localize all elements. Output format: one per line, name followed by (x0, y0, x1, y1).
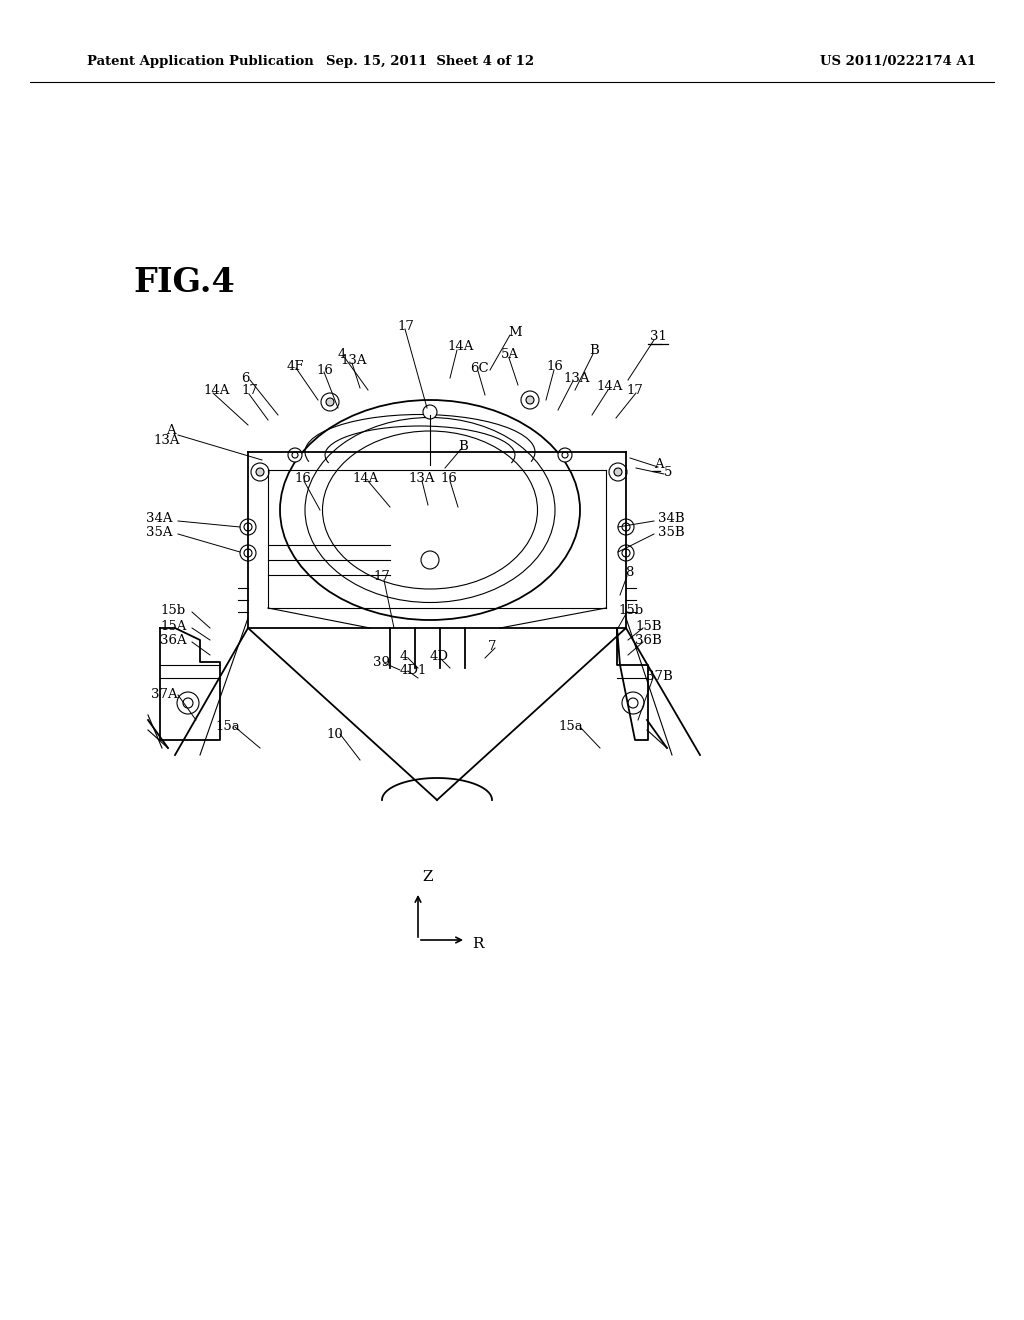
Text: 13A: 13A (153, 433, 179, 446)
Text: B: B (458, 440, 468, 453)
Text: 15a: 15a (558, 719, 583, 733)
Text: B: B (589, 345, 599, 358)
Text: 16: 16 (440, 473, 457, 486)
Text: FIG.4: FIG.4 (133, 265, 234, 298)
Text: 15a: 15a (215, 719, 240, 733)
Circle shape (256, 469, 264, 477)
Circle shape (177, 692, 199, 714)
Text: A: A (166, 425, 176, 437)
Text: 34B: 34B (658, 512, 685, 525)
Text: 16: 16 (294, 473, 311, 486)
Text: A: A (654, 458, 664, 470)
Text: R: R (472, 937, 483, 950)
Circle shape (618, 545, 634, 561)
Circle shape (326, 399, 334, 407)
Circle shape (622, 692, 644, 714)
Text: 14A: 14A (447, 341, 473, 354)
Text: 31: 31 (650, 330, 667, 343)
Text: 5A: 5A (501, 348, 519, 362)
Text: 16: 16 (546, 360, 563, 374)
Circle shape (614, 469, 622, 477)
Text: M: M (508, 326, 521, 338)
Text: 14A: 14A (352, 473, 379, 486)
Text: 37A: 37A (151, 688, 177, 701)
Circle shape (321, 393, 339, 411)
Circle shape (558, 447, 572, 462)
Text: 15B: 15B (635, 620, 662, 634)
Text: 17: 17 (241, 384, 258, 397)
Circle shape (609, 463, 627, 480)
Text: 15A: 15A (160, 620, 186, 634)
Text: 17: 17 (626, 384, 643, 397)
Text: 34A: 34A (146, 512, 172, 525)
Text: 4D1: 4D1 (400, 664, 427, 676)
Text: 4: 4 (400, 651, 409, 664)
Circle shape (521, 391, 539, 409)
Text: 35B: 35B (658, 527, 685, 540)
Text: 16: 16 (316, 363, 333, 376)
Circle shape (240, 519, 256, 535)
Text: 4: 4 (338, 348, 346, 362)
Text: 15b: 15b (618, 605, 643, 618)
Text: 13A: 13A (340, 355, 367, 367)
Text: 6: 6 (241, 371, 250, 384)
Circle shape (421, 550, 439, 569)
Circle shape (288, 447, 302, 462)
Circle shape (251, 463, 269, 480)
Text: 15b: 15b (160, 605, 185, 618)
Text: Z: Z (422, 870, 432, 884)
Text: 10: 10 (326, 727, 343, 741)
Text: 7: 7 (488, 639, 497, 652)
Text: 5: 5 (664, 466, 673, 479)
Text: 37B: 37B (646, 671, 673, 684)
Text: Sep. 15, 2011  Sheet 4 of 12: Sep. 15, 2011 Sheet 4 of 12 (326, 55, 535, 69)
Text: 36B: 36B (635, 635, 662, 648)
Text: 4F: 4F (287, 359, 304, 372)
Text: 14A: 14A (203, 384, 229, 397)
Circle shape (526, 396, 534, 404)
Circle shape (618, 519, 634, 535)
Text: 17: 17 (397, 319, 414, 333)
Text: 8: 8 (625, 566, 634, 579)
Text: 4D: 4D (430, 649, 449, 663)
Text: 13A: 13A (563, 372, 590, 385)
Text: 35A: 35A (146, 527, 172, 540)
Circle shape (423, 405, 437, 418)
Text: 39: 39 (373, 656, 390, 668)
Text: 36A: 36A (160, 635, 186, 648)
Text: 14A: 14A (596, 380, 623, 393)
Circle shape (240, 545, 256, 561)
Text: 6C: 6C (470, 362, 488, 375)
Text: US 2011/0222174 A1: US 2011/0222174 A1 (820, 55, 976, 69)
Text: 13A: 13A (408, 473, 434, 486)
Text: 17: 17 (373, 570, 390, 583)
Text: Patent Application Publication: Patent Application Publication (87, 55, 313, 69)
